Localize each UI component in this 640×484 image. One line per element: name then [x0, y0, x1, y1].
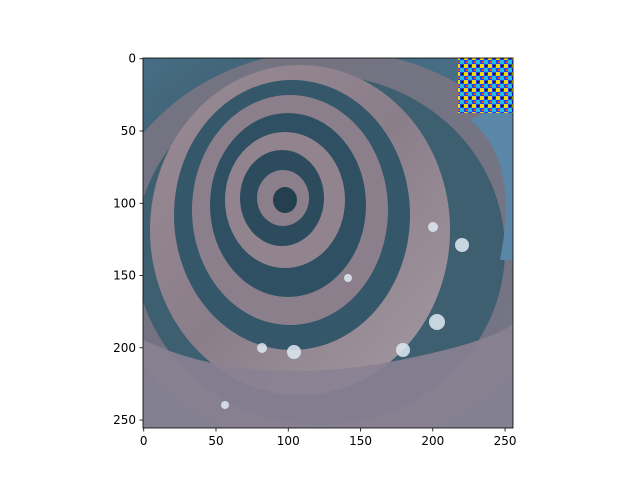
x-tick-label: 250 — [494, 434, 517, 448]
x-tick-label: 0 — [140, 434, 148, 448]
y-tick-label: 100 — [113, 196, 136, 210]
x-tick-label: 150 — [349, 434, 372, 448]
y-tick-label: 250 — [113, 413, 136, 427]
image — [143, 58, 513, 428]
x-tick-label: 200 — [421, 434, 444, 448]
axes-frame — [142, 57, 514, 429]
y-tick-label: 150 — [113, 269, 136, 283]
x-tick-label: 50 — [208, 434, 223, 448]
x-tick-label: 100 — [277, 434, 300, 448]
y-tick-label: 200 — [113, 341, 136, 355]
y-tick-label: 50 — [121, 124, 136, 138]
y-tick-label: 0 — [128, 52, 136, 66]
